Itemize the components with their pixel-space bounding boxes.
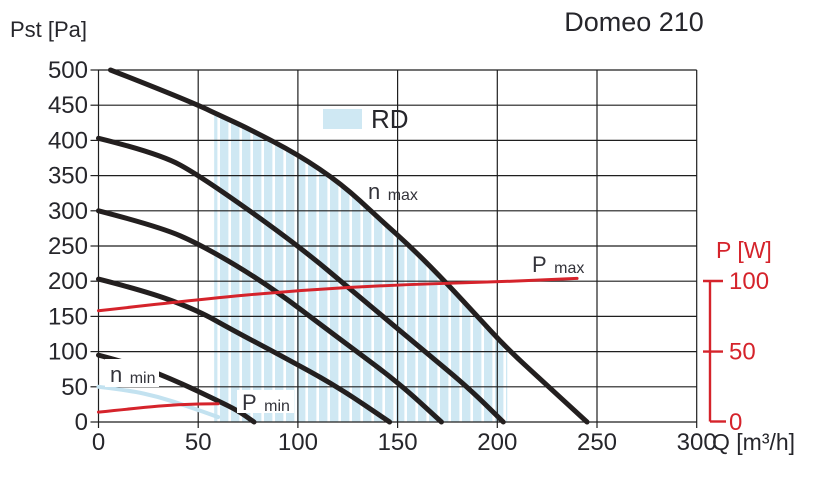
n-min-label: n min (110, 362, 155, 387)
curves (96, 67, 590, 425)
y-tick-label: 0 (75, 409, 88, 436)
x-tick-label: 100 (278, 429, 318, 456)
y-tick-label: 200 (48, 268, 88, 295)
y-tick-label: 150 (48, 303, 88, 330)
n-min-label-background (105, 359, 159, 387)
y-tick-label: 400 (48, 127, 88, 154)
x-tick-label: 300 (677, 429, 717, 456)
p-tick-label: 0 (729, 409, 742, 436)
curve-rd-lower-boundary (96, 384, 221, 420)
y-tick-label: 100 (48, 339, 88, 366)
curve-p-min (97, 402, 220, 414)
right-axis-title: P [W] (716, 237, 772, 263)
y-tick-label: 500 (48, 57, 88, 84)
curve-p-max (97, 276, 579, 313)
y-tick-label: 450 (48, 92, 88, 119)
rd-operating-region (214, 112, 508, 422)
x-tick-label: 150 (378, 429, 418, 456)
p-tick-label: 50 (729, 339, 756, 366)
legend: RD (323, 104, 409, 134)
chart-title: Domeo 210 (564, 7, 704, 37)
curve-speed-curve-4 (96, 135, 506, 425)
n-max-label: n max (368, 179, 418, 204)
p-tick-label: 100 (729, 268, 769, 295)
y-tick-label: 250 (48, 233, 88, 260)
x-tick-label: 50 (185, 429, 212, 456)
rd-region-shape (214, 112, 508, 422)
p-min-label-background (237, 390, 294, 413)
p-max-label: P max (532, 252, 584, 277)
curve-speed-curve-2 (96, 276, 393, 425)
grid (90, 69, 698, 428)
legend-swatch (323, 109, 362, 129)
curve-n-max (107, 67, 590, 425)
x-tick-label: 200 (477, 429, 517, 456)
p-min-label: P min (242, 390, 290, 415)
power-axis (703, 279, 726, 423)
legend-label: RD (371, 104, 409, 134)
y-tick-label: 50 (61, 374, 88, 401)
y-tick-label: 300 (48, 198, 88, 225)
axis-tick-labels: 0 50 100 150 200 250 300 0 50 100 150 200 250 300 350 4… (48, 57, 769, 456)
x-tick-label: 0 (92, 429, 105, 456)
left-axis-title: Pst [Pa] (10, 17, 87, 42)
x-tick-label: 250 (577, 429, 617, 456)
y-tick-label: 350 (48, 163, 88, 190)
bottom-axis-title: Q [m³/h] (712, 429, 795, 455)
curve-speed-curve-3 (96, 208, 444, 425)
